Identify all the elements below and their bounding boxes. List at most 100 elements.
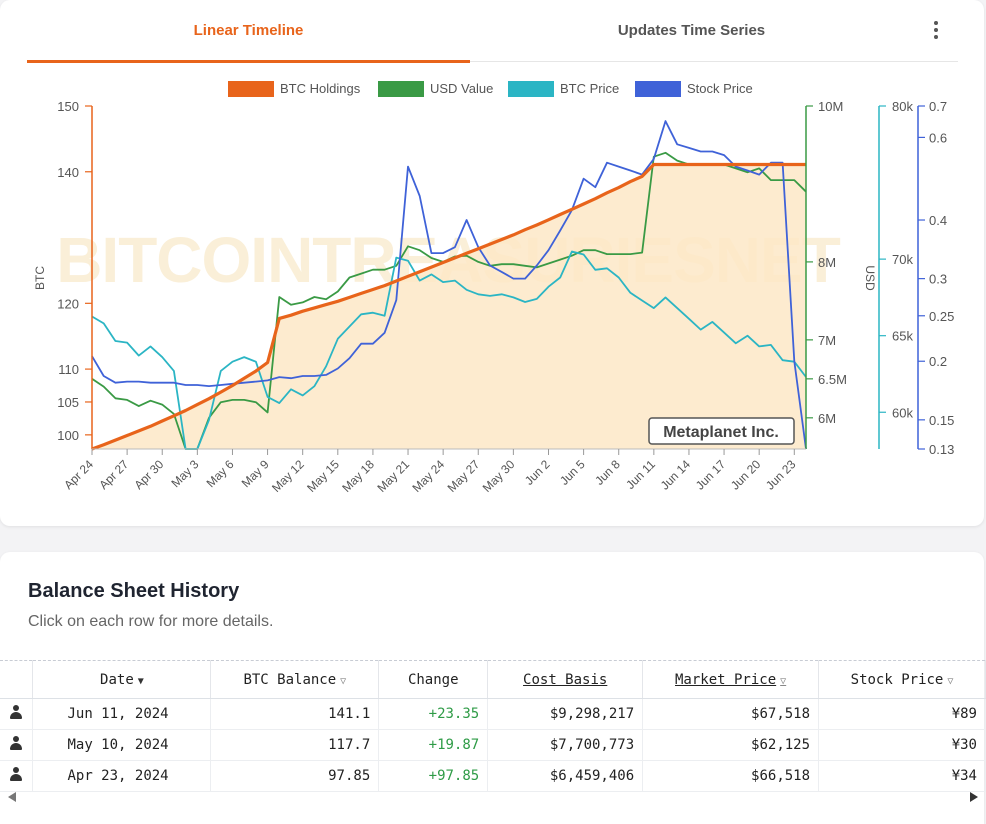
chevron-down-icon: ▽ <box>340 675 347 687</box>
x-axis-tick-label: Jun 23 <box>763 457 799 493</box>
btc-axis-label: BTC <box>33 266 47 290</box>
btc-axis-tick-label: 140 <box>57 165 79 180</box>
column-header-btc-balance[interactable]: BTC Balance ▽ <box>210 660 380 699</box>
cell-change: +97.85 <box>378 760 489 792</box>
btc-holdings-area <box>92 164 806 449</box>
legend-swatch <box>378 81 424 97</box>
more-options-icon[interactable] <box>926 18 946 44</box>
cell-date: May 10, 2024 <box>32 729 212 761</box>
stock-price-axis-tick-label: 0.15 <box>929 413 954 428</box>
btc-axis-tick-label: 150 <box>57 99 79 114</box>
cell-market-price: $66,518 <box>642 760 820 792</box>
stock-price-axis-tick-label: 0.3 <box>929 272 947 287</box>
legend-swatch <box>635 81 681 97</box>
column-header-change[interactable]: Change <box>378 660 489 699</box>
legend-swatch <box>508 81 554 97</box>
column-header-stock-price[interactable]: Stock Price ▽ <box>818 660 986 699</box>
scroll-right-icon[interactable] <box>970 792 978 802</box>
x-axis-tick-label: May 12 <box>269 457 307 495</box>
tab-updates-time-series[interactable]: Updates Time Series <box>617 22 766 39</box>
x-axis-tick-label: May 21 <box>374 457 412 495</box>
x-axis-tick-label: Jun 14 <box>658 457 694 493</box>
btc-axis-tick-label: 105 <box>57 395 79 410</box>
cell-stock-price: ¥30 <box>818 729 986 761</box>
legend-label: USD Value <box>430 81 493 96</box>
company-badge: Metaplanet Inc. <box>648 417 795 445</box>
x-axis-tick-label: May 9 <box>239 457 272 490</box>
x-axis-tick-label: May 30 <box>480 457 518 495</box>
person-icon <box>10 767 23 781</box>
x-axis-tick-label: May 3 <box>168 457 201 490</box>
x-axis-tick-label: Apr 30 <box>131 457 166 492</box>
cell-stock-price: ¥34 <box>818 760 986 792</box>
series-line-btc-price <box>91 250 807 450</box>
x-axis-tick-label: Jun 20 <box>728 457 764 493</box>
x-axis-tick-label: May 15 <box>304 457 342 495</box>
x-axis-tick-label: Apr 27 <box>96 457 131 492</box>
row-icon-column-header <box>0 660 34 699</box>
usd-axis-tick-label: 10M <box>818 99 843 114</box>
cell-date: Jun 11, 2024 <box>32 698 212 730</box>
cell-market-price: $62,125 <box>642 729 820 761</box>
usd-axis-tick-label: 6M <box>818 411 836 426</box>
x-axis-tick-label: Jun 11 <box>623 457 658 492</box>
btc-price-axis-tick-label: 70k <box>892 252 913 267</box>
stock-price-axis-tick-label: 0.7 <box>929 99 947 114</box>
cell-stock-price: ¥89 <box>818 698 986 730</box>
legend-label: BTC Price <box>560 81 619 96</box>
company-badge-label: Metaplanet Inc. <box>663 424 779 441</box>
x-axis-tick-label: Jun 8 <box>592 457 623 488</box>
stock-price-axis-tick-label: 0.13 <box>929 442 954 457</box>
balance-sheet-card: Balance Sheet History Click on each row … <box>0 552 986 824</box>
cell-change: +19.87 <box>378 729 489 761</box>
btc-axis-tick-label: 120 <box>57 296 79 311</box>
person-icon <box>10 736 23 750</box>
stock-price-axis-tick-label: 0.4 <box>929 213 947 228</box>
section-title: Balance Sheet History <box>28 580 240 602</box>
scroll-left-icon[interactable] <box>8 792 16 802</box>
cell-cost-basis: $9,298,217 <box>487 698 644 730</box>
cell-change: +23.35 <box>378 698 489 730</box>
table-row[interactable]: Jun 11, 2024 141.1 +23.35 $9,298,217 $67… <box>0 698 986 730</box>
series-line-btc-holdings <box>91 162 806 451</box>
usd-axis-tick-label: 6.5M <box>818 372 847 387</box>
btc-holdings-chart: BITCOINTREASURIESNET 100105110120140150B… <box>33 81 954 495</box>
chevron-down-icon: ▽ <box>780 675 787 687</box>
column-header-cost-basis[interactable]: Cost Basis <box>487 660 644 699</box>
x-axis-tick-label: May 6 <box>204 457 237 490</box>
legend-label: Stock Price <box>687 81 753 96</box>
cell-date: Apr 23, 2024 <box>32 760 212 792</box>
horizontal-scrollbar[interactable] <box>0 790 986 804</box>
table-row[interactable]: May 10, 2024 117.7 +19.87 $7,700,773 $62… <box>0 729 986 761</box>
chevron-down-icon: ▼ <box>137 675 144 687</box>
cell-cost-basis: $7,700,773 <box>487 729 644 761</box>
table-row[interactable]: Apr 23, 2024 97.85 +97.85 $6,459,406 $66… <box>0 760 986 792</box>
usd-axis-tick-label: 8M <box>818 255 836 270</box>
stock-price-axis-tick-label: 0.6 <box>929 130 947 145</box>
btc-axis-tick-label: 100 <box>57 428 79 443</box>
x-axis-tick-label: Jun 17 <box>693 457 729 493</box>
usd-axis-label: USD <box>863 265 877 291</box>
x-axis-tick-label: May 18 <box>339 457 377 495</box>
x-axis-tick-label: Jun 5 <box>557 457 588 488</box>
btc-price-axis-tick-label: 80k <box>892 99 913 114</box>
cell-btc-balance: 141.1 <box>210 698 380 730</box>
cell-btc-balance: 117.7 <box>210 729 380 761</box>
usd-axis-tick-label: 7M <box>818 333 836 348</box>
series-line-stock-price <box>91 120 807 450</box>
column-header-date[interactable]: Date ▼ <box>32 660 212 699</box>
person-icon <box>10 705 23 719</box>
cell-btc-balance: 97.85 <box>210 760 380 792</box>
balance-sheet-table: Date ▼ BTC Balance ▽ Change Cost Basis Mar… <box>0 660 986 792</box>
legend-label: BTC Holdings <box>280 81 361 96</box>
chart-tabs: Linear Timeline Updates Time Series <box>27 0 958 63</box>
column-header-market-price[interactable]: Market Price ▽ <box>642 660 820 699</box>
stock-price-axis-tick-label: 0.25 <box>929 309 954 324</box>
btc-axis-tick-label: 110 <box>58 362 79 377</box>
chevron-down-icon: ▽ <box>947 675 954 687</box>
legend-swatch <box>228 81 274 97</box>
stock-price-axis-tick-label: 0.2 <box>929 354 947 369</box>
tab-linear-timeline[interactable]: Linear Timeline <box>27 0 470 63</box>
cell-cost-basis: $6,459,406 <box>487 760 644 792</box>
section-subtitle: Click on each row for more details. <box>28 613 274 630</box>
